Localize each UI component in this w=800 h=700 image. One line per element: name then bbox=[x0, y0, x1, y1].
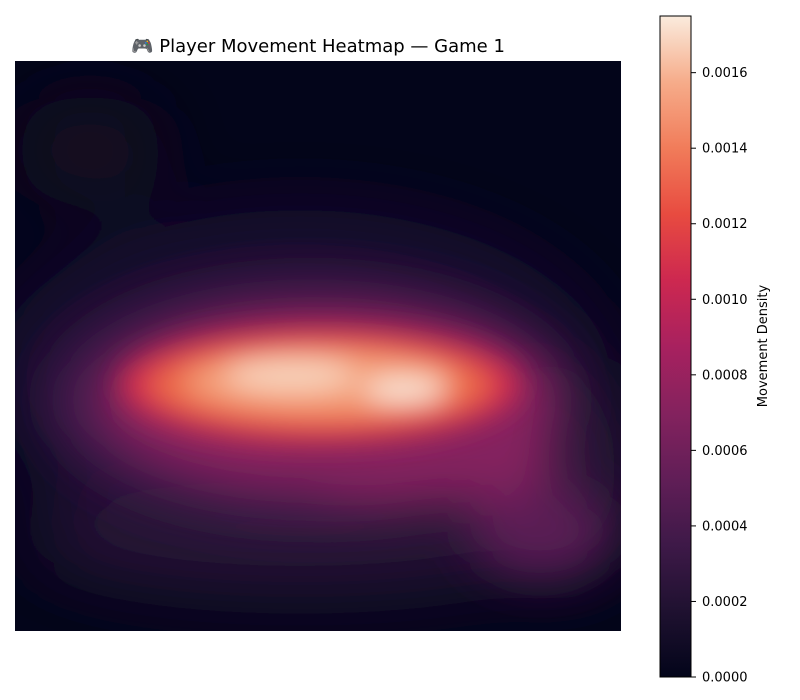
chart-title: 🎮 Player Movement Heatmap — Game 1 bbox=[131, 36, 505, 57]
colorbar-tick-label: 0.0004 bbox=[702, 519, 748, 534]
colorbar-ticks: 0.0000 0.0002 0.0004 0.0006 0.0008 0.0010 0.00… bbox=[691, 66, 748, 685]
density-peak-left bbox=[225, 359, 355, 391]
colorbar-label: Movement Density bbox=[756, 284, 771, 407]
colorbar-tick-label: 0.0000 bbox=[702, 671, 748, 686]
density-layer-inner bbox=[120, 327, 520, 443]
colorbar-tick-label: 0.0002 bbox=[702, 595, 748, 610]
heatmap-plot bbox=[0, 61, 640, 631]
colorbar-tick-label: 0.0016 bbox=[702, 66, 748, 81]
density-peak-right bbox=[365, 378, 445, 402]
colorbar-tick-label: 0.0014 bbox=[702, 142, 748, 157]
density-halo-topleft bbox=[15, 95, 165, 205]
colorbar-gradient bbox=[660, 16, 691, 677]
colorbar-tick-label: 0.0008 bbox=[702, 368, 748, 383]
colorbar-tick-label: 0.0006 bbox=[702, 444, 748, 459]
colorbar: 0.0000 0.0002 0.0004 0.0006 0.0008 0.0010 0.00… bbox=[660, 16, 771, 686]
colorbar-tick-label: 0.0012 bbox=[702, 217, 748, 232]
colorbar-tick-label: 0.0010 bbox=[702, 293, 748, 308]
